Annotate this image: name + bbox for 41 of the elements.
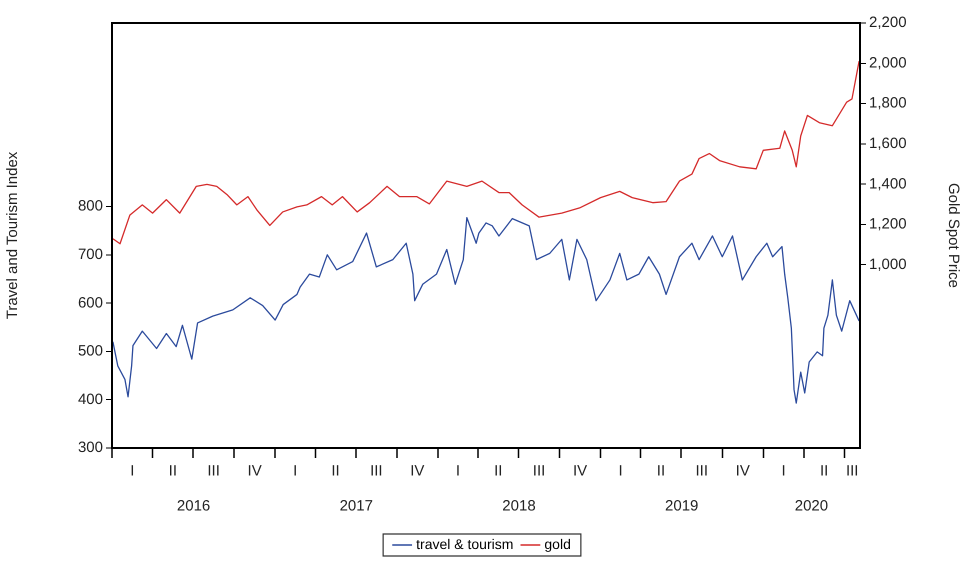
y-tick-label: 400 bbox=[78, 390, 103, 408]
text: IV bbox=[736, 462, 750, 480]
legend-label: gold bbox=[544, 536, 571, 552]
text: III bbox=[532, 462, 546, 480]
text: IV bbox=[410, 462, 424, 480]
text: III bbox=[370, 462, 383, 480]
x-tick-label: 2020 bbox=[794, 497, 828, 514]
y-tick-label: 800 bbox=[78, 198, 103, 215]
x-tick-label: 2019 bbox=[665, 497, 698, 514]
text: IV bbox=[248, 462, 262, 480]
text: I bbox=[618, 462, 623, 480]
text: II bbox=[656, 462, 666, 480]
y-tick-label: 300 bbox=[78, 439, 103, 456]
y-axis-title: Travel and Tourism Index bbox=[4, 151, 22, 320]
text: IV bbox=[572, 462, 588, 480]
text: II bbox=[820, 462, 828, 480]
text: II bbox=[331, 462, 340, 480]
y2-tick-label: 2,000 bbox=[869, 54, 907, 72]
y2-tick-label: 1,800 bbox=[869, 94, 907, 112]
text: I bbox=[456, 462, 460, 480]
text: I bbox=[781, 462, 786, 480]
y2-axis-title: Gold Spot Price bbox=[944, 182, 962, 288]
y2-tick-label: 1,400 bbox=[869, 175, 907, 192]
x-tick-label: 2018 bbox=[502, 497, 536, 514]
x-tick-label: 2017 bbox=[340, 497, 373, 514]
y2-tick-label: 1,200 bbox=[869, 216, 907, 233]
y2-tick-label: 1,000 bbox=[869, 256, 907, 273]
y-tick-label: 600 bbox=[78, 294, 103, 312]
text: II bbox=[168, 462, 178, 480]
y-tick-label: 700 bbox=[78, 246, 103, 263]
x-tick-label: 2016 bbox=[176, 497, 210, 514]
text: III bbox=[695, 462, 708, 480]
text: II bbox=[494, 462, 502, 480]
text: III bbox=[207, 462, 220, 480]
text: III bbox=[846, 462, 858, 480]
text: I bbox=[293, 462, 298, 480]
y-tick-label: 500 bbox=[78, 342, 103, 360]
legend-label: travel & tourism bbox=[416, 536, 514, 552]
y2-tick-label: 1,600 bbox=[869, 134, 907, 152]
text: I bbox=[130, 462, 134, 480]
y2-tick-label: 2,200 bbox=[869, 14, 907, 32]
